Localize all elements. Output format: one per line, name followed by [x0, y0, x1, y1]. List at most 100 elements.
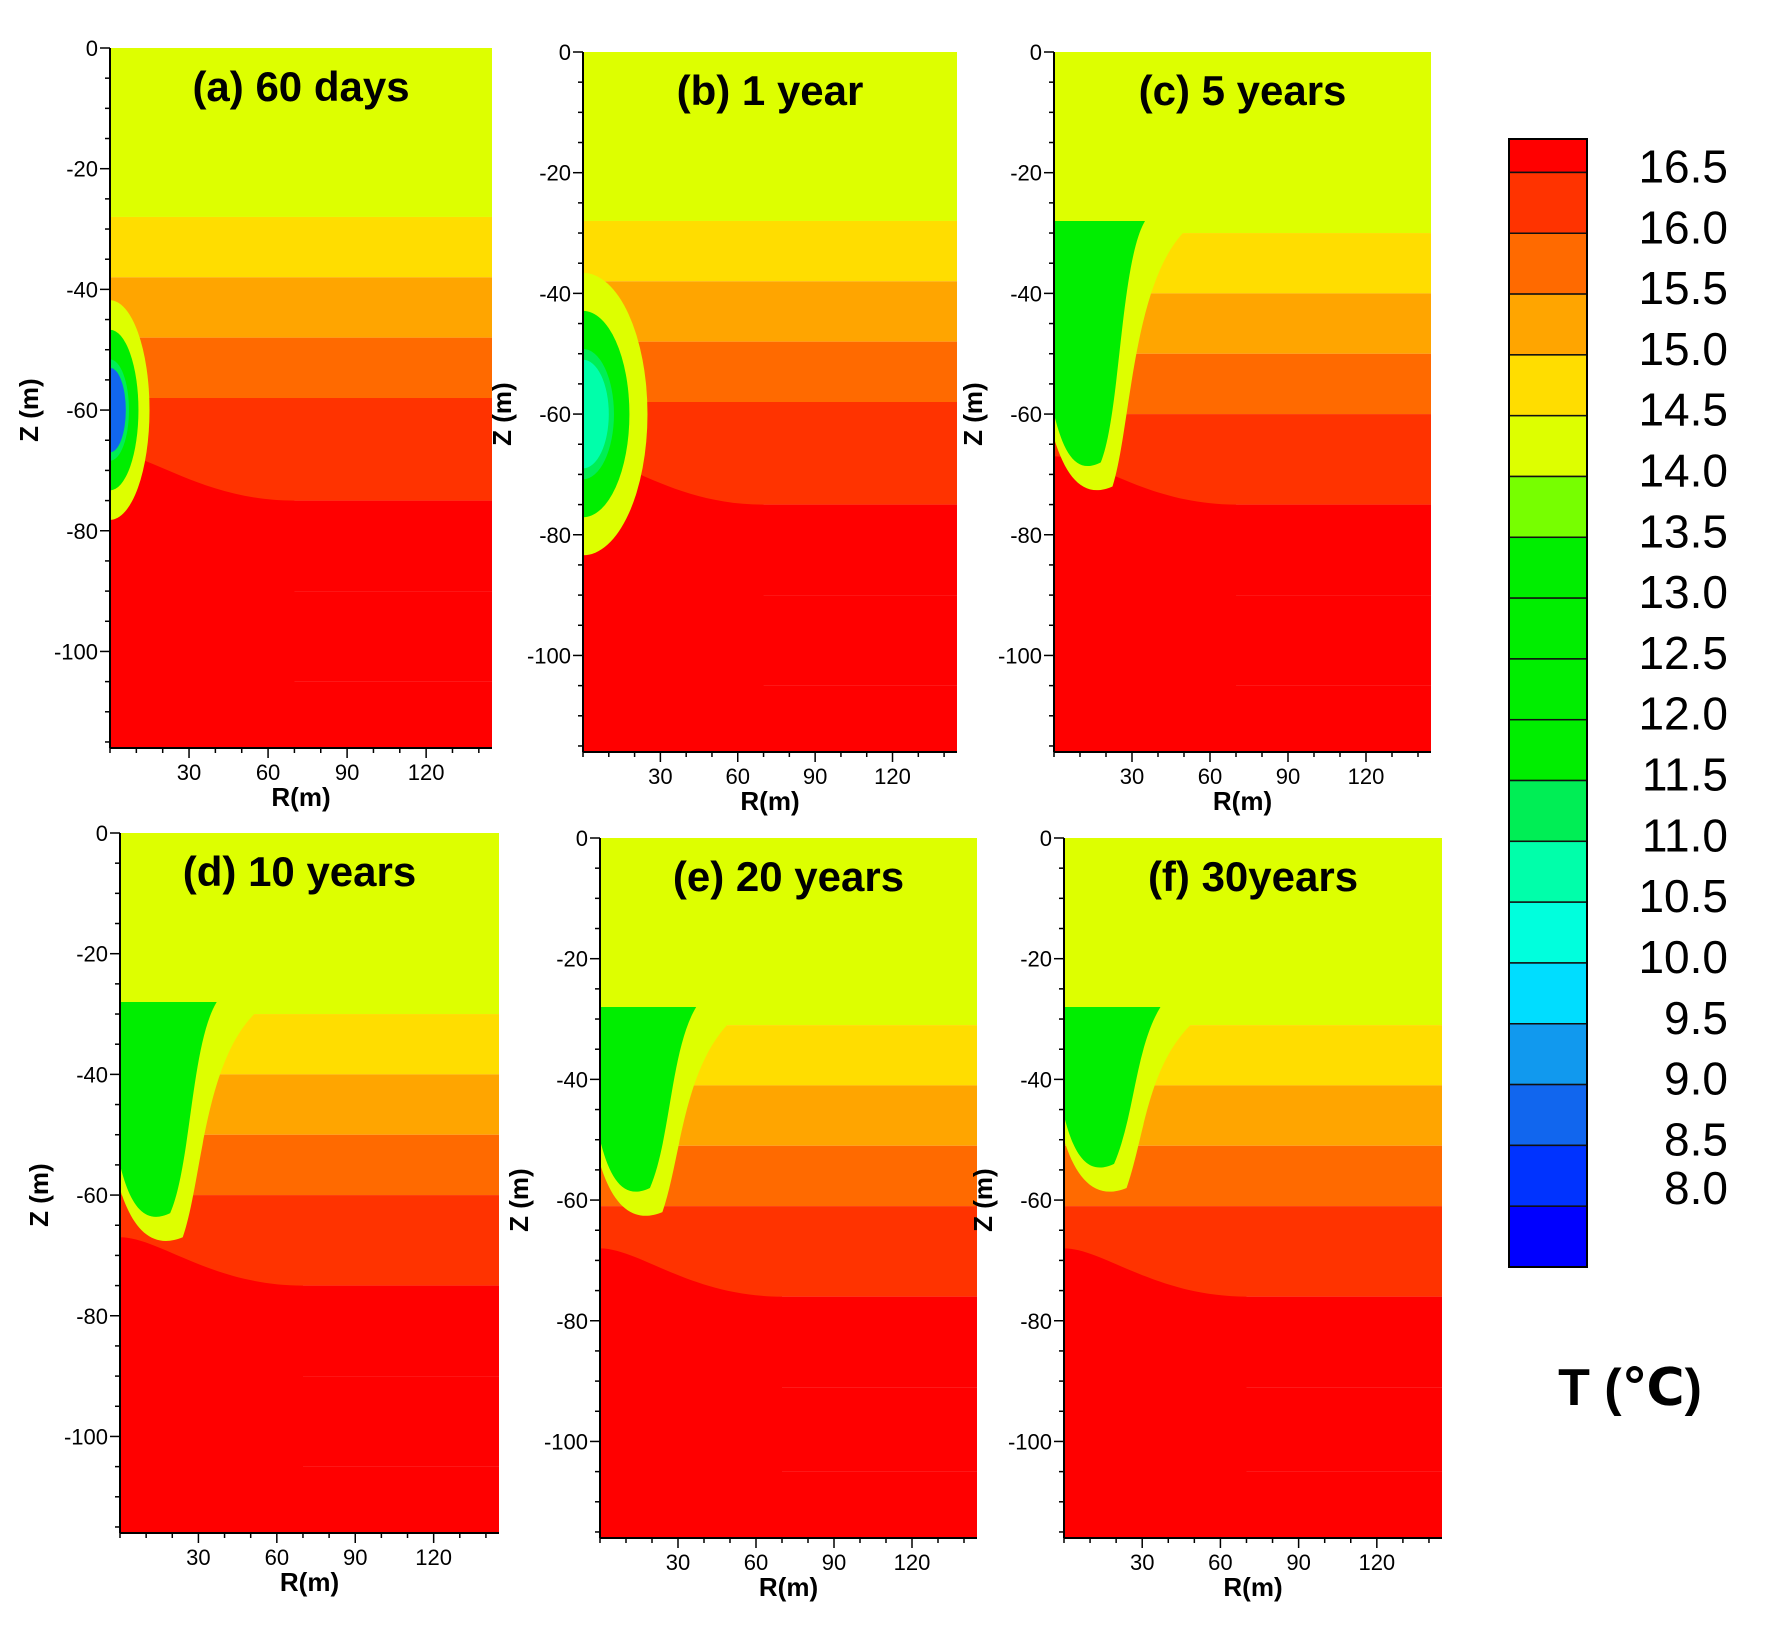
y-axis-label-a: Z (m)	[14, 378, 44, 442]
colorbar-label: 11.0	[1642, 809, 1728, 861]
colorbar-label: 10.5	[1638, 870, 1728, 922]
panel-f: 0 -20 -40 -60 -80 -100 30 60 90 120 R(m) Z (m) (f) 3…	[968, 826, 1442, 1602]
y-tick-label-e: -20	[556, 947, 588, 972]
x-axis-label-c: R(m)	[1213, 786, 1272, 816]
contour-bands-d	[120, 833, 499, 1533]
y-tick-label-e: -40	[556, 1067, 588, 1092]
colorbar-label: 14.5	[1638, 384, 1728, 436]
x-tick-label-b: 30	[648, 764, 672, 789]
cold-core-a	[110, 367, 126, 453]
band-a-1	[110, 216, 492, 278]
colorbar-label: 8.5	[1664, 1113, 1728, 1165]
x-tick-label-a: 90	[335, 760, 359, 785]
band-b-2	[583, 281, 957, 342]
panel-title-c: (c) 5 years	[1139, 67, 1347, 114]
x-tick-label-a: 30	[177, 760, 201, 785]
y-axis-label-f: Z (m)	[968, 1168, 998, 1232]
colorbar-swatch	[1508, 597, 1588, 660]
colorbar-label: 10.0	[1638, 931, 1728, 983]
x-axis-label-e: R(m)	[759, 1572, 818, 1602]
colorbar-swatch	[1508, 475, 1588, 539]
y-tick-label-a: -40	[66, 277, 98, 302]
y-axis-label-b: Z (m)	[487, 382, 517, 446]
y-tick-label-e: -60	[556, 1188, 588, 1213]
colorbar: 16.5 16.0 15.5 15.0 14.5 14.0 13.5 13.0 12.5 12.0…	[1508, 138, 1728, 1417]
x-tick-label-b: 120	[874, 764, 911, 789]
y-tick-label-a: -80	[66, 519, 98, 544]
y-tick-label-c: -80	[1010, 523, 1042, 548]
y-axis-label-c: Z (m)	[958, 382, 988, 446]
y-tick-label-b: -100	[527, 643, 571, 668]
colorbar-label: 15.0	[1638, 323, 1728, 375]
colorbar-swatch	[1508, 840, 1588, 903]
contour-bands-e	[600, 838, 977, 1538]
panel-title-f: (f) 30years	[1148, 853, 1358, 900]
x-tick-label-f: 30	[1130, 1550, 1154, 1575]
colorbar-title: T (℃)	[1558, 1359, 1702, 1417]
y-tick-label-c: -60	[1010, 402, 1042, 427]
panel-c: 0 -20 -40 -60 -80 -100 30 60 90 120 R(m) Z (m) (c) 5…	[958, 40, 1431, 816]
y-tick-label-f: -60	[1020, 1188, 1052, 1213]
warm-rise-e-2	[600, 1423, 782, 1538]
colorbar-swatch	[1508, 232, 1588, 295]
y-axis-label-e: Z (m)	[504, 1168, 534, 1232]
y-tick-label-c: -100	[998, 643, 1042, 668]
colorbar-swatch	[1508, 658, 1588, 721]
colorbar-label: 11.5	[1642, 749, 1728, 801]
x-axis-label-d: R(m)	[280, 1567, 339, 1597]
colorbar-label: 13.0	[1638, 566, 1728, 618]
x-tick-label-b: 60	[726, 764, 750, 789]
y-tick-label-c: 0	[1030, 40, 1042, 65]
panel-title-d: (d) 10 years	[183, 848, 416, 895]
colorbar-swatch	[1508, 1144, 1588, 1207]
warm-rise-c-2	[1054, 637, 1236, 752]
y-tick-label-a: 0	[86, 36, 98, 61]
band-a-0	[110, 48, 492, 217]
x-tick-label-c: 60	[1198, 764, 1222, 789]
colorbar-swatch	[1508, 1205, 1588, 1268]
cold-plume-core-e	[600, 1006, 697, 1192]
band-a-3	[110, 337, 492, 398]
band-b-1	[583, 220, 957, 282]
colorbar-swatch	[1508, 293, 1588, 356]
y-tick-label-e: -80	[556, 1309, 588, 1334]
panel-a: 0 -20 -40 -60 -80 -100 30 60 90 120 R(m) Z (m) (a) 6…	[14, 36, 492, 812]
warm-rise-a-2	[110, 633, 295, 748]
y-tick-label-b: -80	[539, 523, 571, 548]
x-tick-label-c: 120	[1348, 764, 1385, 789]
band-f-0	[1064, 838, 1442, 1026]
panel-d: 0 -20 -40 -60 -80 -100 30 60 90 120 R(m) Z (m) (d) 1…	[24, 821, 499, 1597]
y-tick-label-f: -80	[1020, 1309, 1052, 1334]
colorbar-label: 16.0	[1638, 201, 1728, 253]
colorbar-label: 9.5	[1664, 992, 1728, 1044]
cold-plume-core-d	[120, 1001, 217, 1217]
y-tick-label-d: -20	[76, 942, 108, 967]
band-a-2	[110, 277, 492, 338]
y-axis-label-d: Z (m)	[24, 1163, 54, 1227]
panel-e: 0 -20 -40 -60 -80 -100 30 60 90 120 R(m) Z (m) (e) 2…	[504, 826, 977, 1602]
y-tick-label-b: 0	[559, 40, 571, 65]
y-tick-label-b: -40	[539, 281, 571, 306]
x-tick-label-e: 90	[822, 1550, 846, 1575]
warm-rise-b-2	[583, 637, 764, 752]
colorbar-label: 12.0	[1638, 688, 1728, 740]
y-tick-label-f: -100	[1008, 1429, 1052, 1454]
y-tick-label-d: -80	[76, 1304, 108, 1329]
colorbar-swatch	[1508, 138, 1588, 174]
y-tick-label-a: -20	[66, 157, 98, 182]
y-tick-label-a: -60	[66, 398, 98, 423]
x-tick-label-b: 90	[803, 764, 827, 789]
band-e-0	[600, 838, 977, 1026]
x-axis-label-b: R(m)	[740, 786, 799, 816]
colorbar-swatch	[1508, 962, 1588, 1025]
x-tick-label-c: 30	[1120, 764, 1144, 789]
y-tick-label-e: 0	[576, 826, 588, 851]
x-tick-label-e: 120	[894, 1550, 931, 1575]
panel-title-a: (a) 60 days	[192, 63, 409, 110]
panel-b: 0 -20 -40 -60 -80 -100 30 60 90 120 R(m) Z (m) (b) 1…	[487, 40, 957, 816]
x-tick-label-e: 30	[666, 1550, 690, 1575]
y-tick-label-b: -20	[539, 161, 571, 186]
y-tick-label-a: -100	[54, 639, 98, 664]
contour-bands-f	[1064, 838, 1442, 1538]
